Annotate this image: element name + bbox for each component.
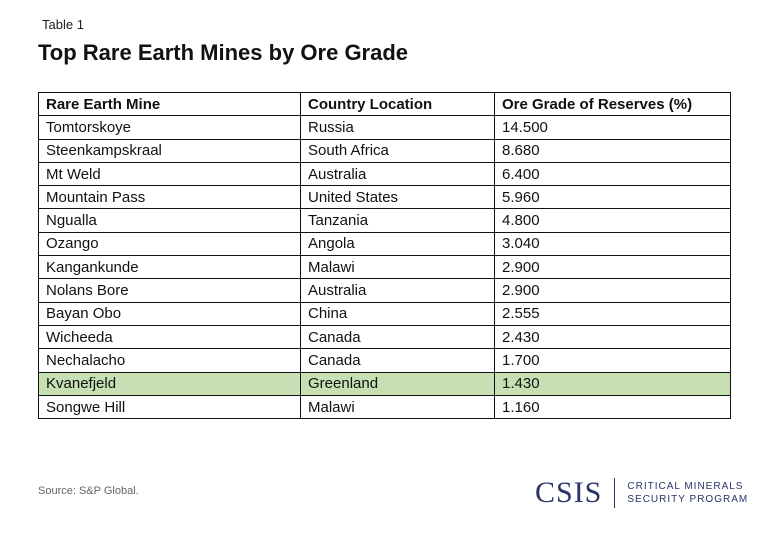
mine-cell: Songwe Hill [38,394,301,420]
source-note: Source: S&P Global. [38,485,139,497]
grade-cell: 14.500 [494,115,731,140]
page-title: Top Rare Earth Mines by Ore Grade [38,40,409,65]
table-row: Tomtorskoye Russia 14.500 [38,115,731,140]
country-cell: Greenland [300,371,495,396]
mine-cell: Ngualla [38,208,301,233]
table-row: Nechalacho Canada 1.700 [38,348,731,373]
table-row: Nolans Bore Australia 2.900 [38,278,731,303]
mine-cell: Kangankunde [38,255,301,280]
logo-line1: CRITICAL MINERALS [627,481,744,492]
grade-cell: 4.800 [494,208,731,233]
grade-cell: 3.040 [494,231,731,257]
header-row: Rare Earth Mine Country Location Ore Gra… [38,91,731,117]
country-cell: Angola [300,231,495,257]
mine-cell: Mountain Pass [38,185,301,210]
grade-cell: 2.900 [494,278,731,303]
grade-cell: 8.680 [494,138,731,163]
mine-cell: Mt Weld [38,161,301,187]
logo-line2: SECURITY PROGRAM [627,494,749,505]
data-table: Rare Earth Mine Country Location Ore Gra… [38,91,731,420]
grade-cell: 5.960 [494,185,731,210]
grade-cell: 1.430 [494,371,731,396]
mine-cell: Kvanefjeld [38,371,301,396]
column-header: Rare Earth Mine [38,91,301,117]
country-cell: Russia [300,115,495,140]
country-cell: Canada [300,348,495,373]
table-row: Wicheeda Canada 2.430 [38,324,731,350]
table-row: Kvanefjeld Greenland 1.430 [38,371,731,396]
country-cell: United States [300,185,495,210]
country-cell: Malawi [300,394,495,420]
logo-program: CRITICAL MINERALS SECURITY PROGRAM [627,480,748,506]
csis-logo: CSIS CRITICAL MINERALS SECURITY PROGRAM [535,476,748,510]
table-row: Songwe Hill Malawi 1.160 [38,394,731,420]
grade-cell: 1.160 [494,394,731,420]
mine-cell: Tomtorskoye [38,115,301,140]
mine-cell: Bayan Obo [38,301,301,326]
logo-wordmark: CSIS [535,476,603,509]
country-cell: Australia [300,278,495,303]
table-row: Mt Weld Australia 6.400 [38,161,731,187]
mine-cell: Ozango [38,231,301,257]
country-cell: China [300,301,495,326]
column-header: Ore Grade of Reserves (%) [494,91,731,117]
country-cell: Canada [300,324,495,350]
country-cell: Australia [300,161,495,187]
country-cell: South Africa [300,138,495,163]
mine-cell: Wicheeda [38,324,301,350]
grade-cell: 2.555 [494,301,731,326]
grade-cell: 2.430 [494,324,731,350]
country-cell: Tanzania [300,208,495,233]
column-header: Country Location [300,91,495,117]
mine-cell: Steenkampskraal [38,138,301,163]
table-label: Table 1 [42,17,84,32]
table-row: Ngualla Tanzania 4.800 [38,208,731,233]
logo-divider [614,478,616,508]
grade-cell: 1.700 [494,348,731,373]
mine-cell: Nolans Bore [38,278,301,303]
table-row: Steenkampskraal South Africa 8.680 [38,138,731,163]
country-cell: Malawi [300,255,495,280]
grade-cell: 6.400 [494,161,731,187]
table-row: Ozango Angola 3.040 [38,231,731,257]
grade-cell: 2.900 [494,255,731,280]
table-row: Kangankunde Malawi 2.900 [38,255,731,280]
table-row: Bayan Obo China 2.555 [38,301,731,326]
table-row: Mountain Pass United States 5.960 [38,185,731,210]
mine-cell: Nechalacho [38,348,301,373]
